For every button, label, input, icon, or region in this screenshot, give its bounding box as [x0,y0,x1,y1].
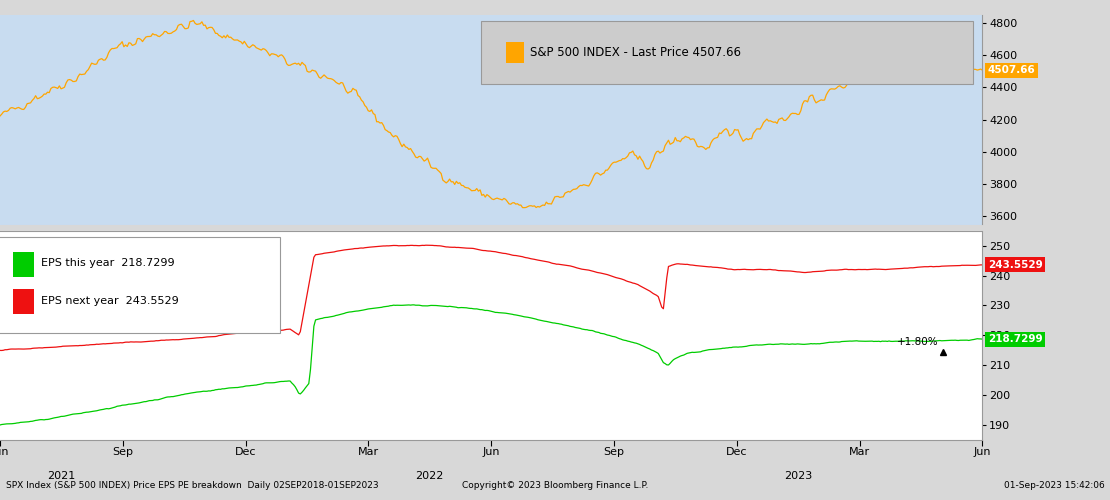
Text: 4507.66: 4507.66 [988,65,1036,75]
FancyBboxPatch shape [482,22,972,84]
Text: 218.7299: 218.7299 [988,334,1042,344]
Text: 2023: 2023 [784,472,813,482]
Text: EPS this year  218.7299: EPS this year 218.7299 [41,258,175,268]
FancyBboxPatch shape [0,237,280,333]
Text: SPX Index (S&P 500 INDEX) Price EPS PE breakdown  Daily 02SEP2018-01SEP2023: SPX Index (S&P 500 INDEX) Price EPS PE b… [6,480,379,490]
Text: +1.80%: +1.80% [897,336,938,346]
Bar [506,42,524,63]
Text: 2021: 2021 [48,472,75,482]
Text: Copyright© 2023 Bloomberg Finance L.P.: Copyright© 2023 Bloomberg Finance L.P. [462,480,648,490]
Text: 01-Sep-2023 15:42:06: 01-Sep-2023 15:42:06 [1003,480,1104,490]
Bar [13,252,34,276]
Bar [13,290,34,314]
Text: S&P 500 INDEX - Last Price 4507.66: S&P 500 INDEX - Last Price 4507.66 [531,46,741,59]
Text: EPS next year  243.5529: EPS next year 243.5529 [41,296,179,306]
Text: 243.5529: 243.5529 [988,260,1042,270]
Text: 2022: 2022 [415,472,444,482]
